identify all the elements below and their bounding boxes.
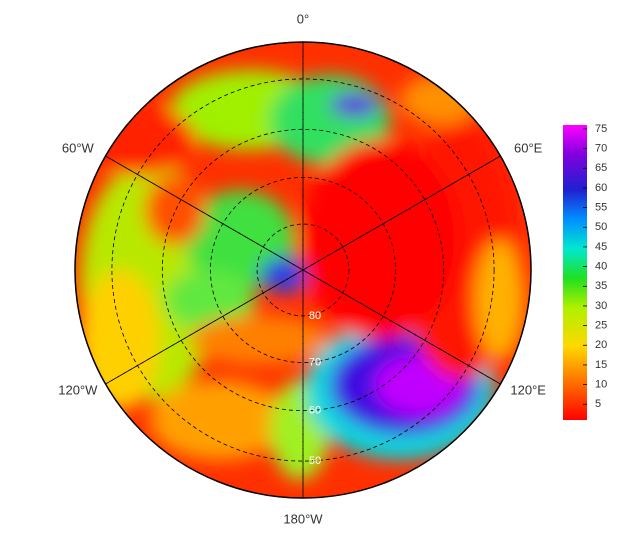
colorbar-tick-label: 75 xyxy=(595,123,607,135)
latitude-label: 50 xyxy=(309,455,321,467)
colorbar-tick-label: 40 xyxy=(595,261,607,273)
colorbar-tick-label: 35 xyxy=(595,280,607,292)
colorbar-tick-label: 30 xyxy=(595,300,607,312)
colorbar-tick-label: 60 xyxy=(595,182,607,194)
colorbar-tick-label: 65 xyxy=(595,162,607,174)
longitude-label: 180°W xyxy=(283,511,323,526)
latitude-circle xyxy=(111,78,495,462)
colorbar-tick-label: 50 xyxy=(595,221,607,233)
latitude-label: 60 xyxy=(309,405,321,417)
latitude-circle xyxy=(161,128,445,412)
colorbar xyxy=(563,125,587,420)
colorbar-tick-label: 5 xyxy=(595,398,601,410)
map-border xyxy=(74,41,532,499)
colorbar-tick-label: 10 xyxy=(595,379,607,391)
colorbar-tick-label: 20 xyxy=(595,339,607,351)
colorbar-tick-label: 15 xyxy=(595,359,607,371)
colorbar-tick-label: 45 xyxy=(595,241,607,253)
latitude-circle xyxy=(256,223,350,317)
colorbar-tick-label: 55 xyxy=(595,202,607,214)
longitude-label: 120°W xyxy=(58,382,98,397)
latitude-circle xyxy=(210,177,396,363)
graticule xyxy=(105,42,501,498)
longitude-label: 0° xyxy=(297,11,309,26)
latitude-label: 80 xyxy=(309,310,321,322)
latitude-label: 70 xyxy=(309,356,321,368)
longitude-label: 60°W xyxy=(62,140,95,155)
colorbar-tick-label: 70 xyxy=(595,143,607,155)
longitude-label: 120°E xyxy=(510,382,546,397)
longitude-label: 60°E xyxy=(514,140,543,155)
colorbar-tick-label: 25 xyxy=(595,320,607,332)
meridian xyxy=(105,155,501,385)
labels: 0° 60°E 120°E 180°W 120°W 60°W 80 70 60 50 xyxy=(58,11,546,526)
